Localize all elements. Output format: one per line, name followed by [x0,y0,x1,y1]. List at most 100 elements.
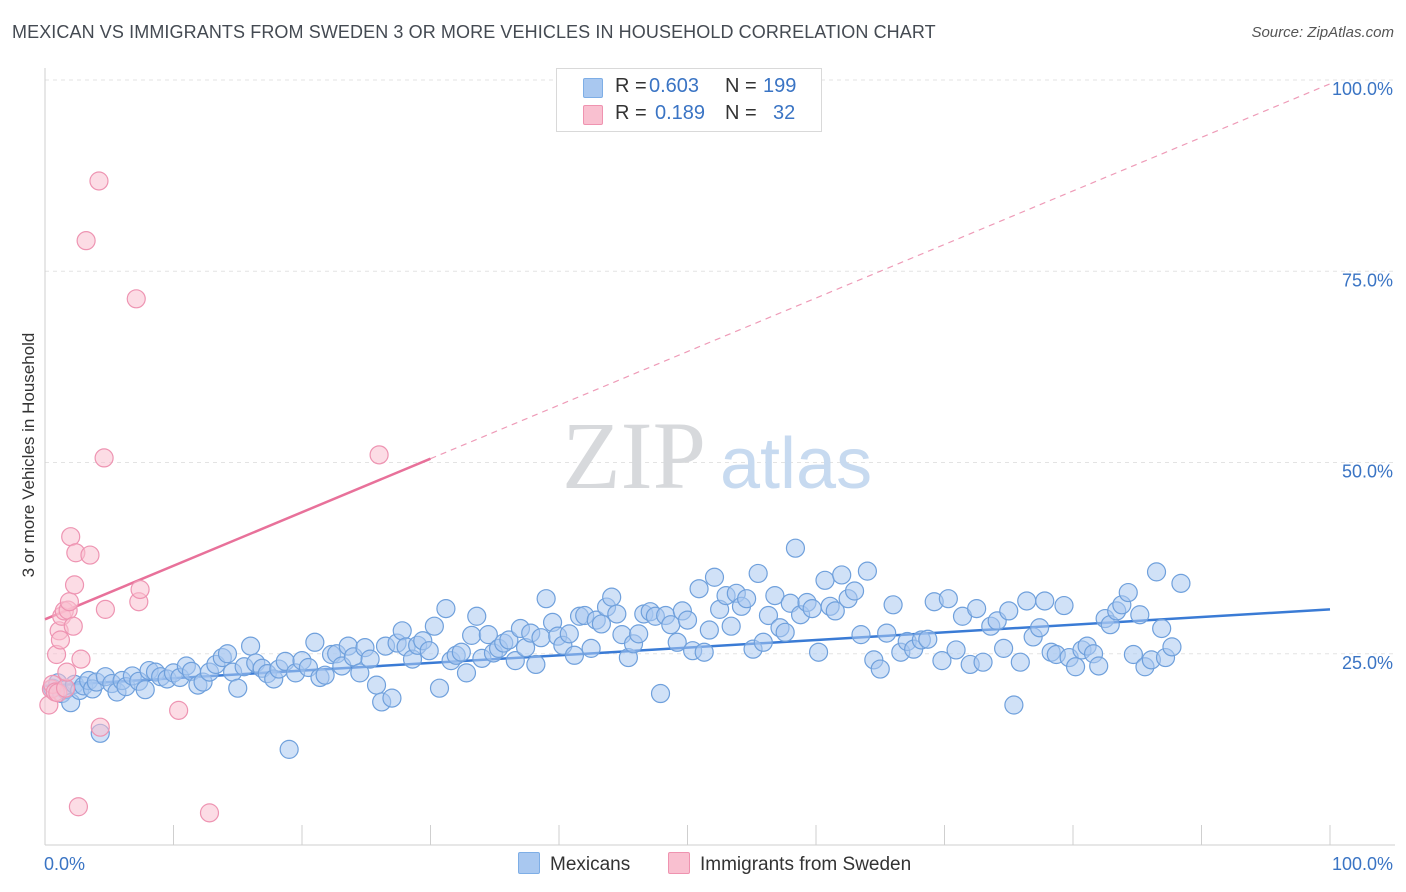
data-point [667,632,687,652]
data-point [765,586,785,606]
data-point [350,663,370,683]
data-point [883,595,903,615]
axes [44,68,1395,846]
data-point [68,797,89,817]
data-point [699,620,719,640]
data-point [279,739,299,759]
data-point [877,623,897,643]
data-point [462,625,482,645]
y-tick-label: 75.0% [1342,270,1393,290]
data-point [946,640,966,660]
legend-row-mexicans: R = 0.603 N = 199 [557,74,821,100]
data-point [1089,656,1109,676]
data-point [775,622,795,642]
data-point [721,616,741,636]
tick-labels: 25.0% 50.0% 75.0% 100.0% 0.0% 100.0% [44,79,1393,874]
data-point [369,445,389,465]
trend-line-extension [430,83,1331,460]
legend-n-label: N = [725,75,757,97]
data-point [89,171,109,191]
data-point [857,561,878,581]
series-sweden [39,171,389,823]
data-point [305,632,325,652]
data-point [169,700,189,720]
data-point [689,579,709,599]
grid-lines [45,79,1395,655]
data-point [135,680,155,700]
data-point [1010,652,1030,672]
data-point [932,651,952,671]
data-point [55,678,76,698]
data-point [802,599,822,619]
correlation-legend: R = 0.603 N = 199 R = 0.189 N = 32 [556,68,822,132]
data-point [607,604,627,624]
data-point [57,662,77,682]
data-point [1029,618,1050,638]
data-point [564,645,585,665]
data-point [737,589,757,609]
data-point [59,592,80,612]
data-point [832,565,852,585]
watermark-zip: ZIP [562,402,706,509]
data-point [704,567,725,587]
data-point [1130,605,1150,625]
legend-n-label: N = [725,102,757,124]
source-label: Source: ZipAtlas.com [1251,24,1394,41]
data-point [1118,582,1138,603]
legend-r-value: 0.189 [655,102,706,124]
data-point [1004,695,1024,715]
data-point [994,638,1014,658]
data-point [531,628,551,648]
data-point [559,624,579,644]
data-point [126,289,146,309]
data-point [76,231,96,251]
data-point [228,678,248,698]
data-point [1146,562,1167,582]
legend-n-value: 32 [773,102,796,124]
data-point [999,601,1019,621]
data-point [451,642,471,662]
legend-swatch-sweden [668,852,690,874]
data-point [80,545,100,565]
data-point [360,649,380,669]
data-point [748,563,768,584]
data-point [499,630,519,650]
data-point [95,599,115,619]
data-point [1162,637,1182,657]
legend-item-sweden: Immigrants from Sweden [668,852,911,876]
series-legend: Mexicans Immigrants from Sweden [0,852,1406,878]
data-point [90,717,110,737]
legend-swatch-mexicans [518,852,540,874]
data-point [382,688,402,708]
y-tick-label: 100.0% [1332,79,1393,99]
data-point [392,621,412,641]
trend-line [44,457,431,621]
data-point [130,579,150,600]
legend-r-value: 0.603 [649,75,700,97]
watermark-atlas: atlas [720,424,872,504]
data-point [918,629,938,649]
data-point [650,683,671,704]
data-point [429,678,450,698]
data-point [758,605,779,626]
data-point [844,581,865,601]
data-point [967,599,987,619]
data-point [973,652,993,672]
data-point [938,589,958,609]
data-point [419,641,439,661]
data-point [602,587,622,607]
data-point [870,659,890,679]
data-point [753,632,773,652]
data-point [94,448,114,468]
data-point [64,575,85,595]
data-point [436,599,456,619]
data-point [424,616,444,636]
data-point [1152,618,1172,639]
data-point [50,630,71,650]
data-point [1017,591,1037,611]
data-point [505,651,525,671]
watermark: ZIP atlas [562,402,872,509]
data-point [1123,644,1143,665]
y-axis-label: 3 or more Vehicles in Household [19,333,38,578]
